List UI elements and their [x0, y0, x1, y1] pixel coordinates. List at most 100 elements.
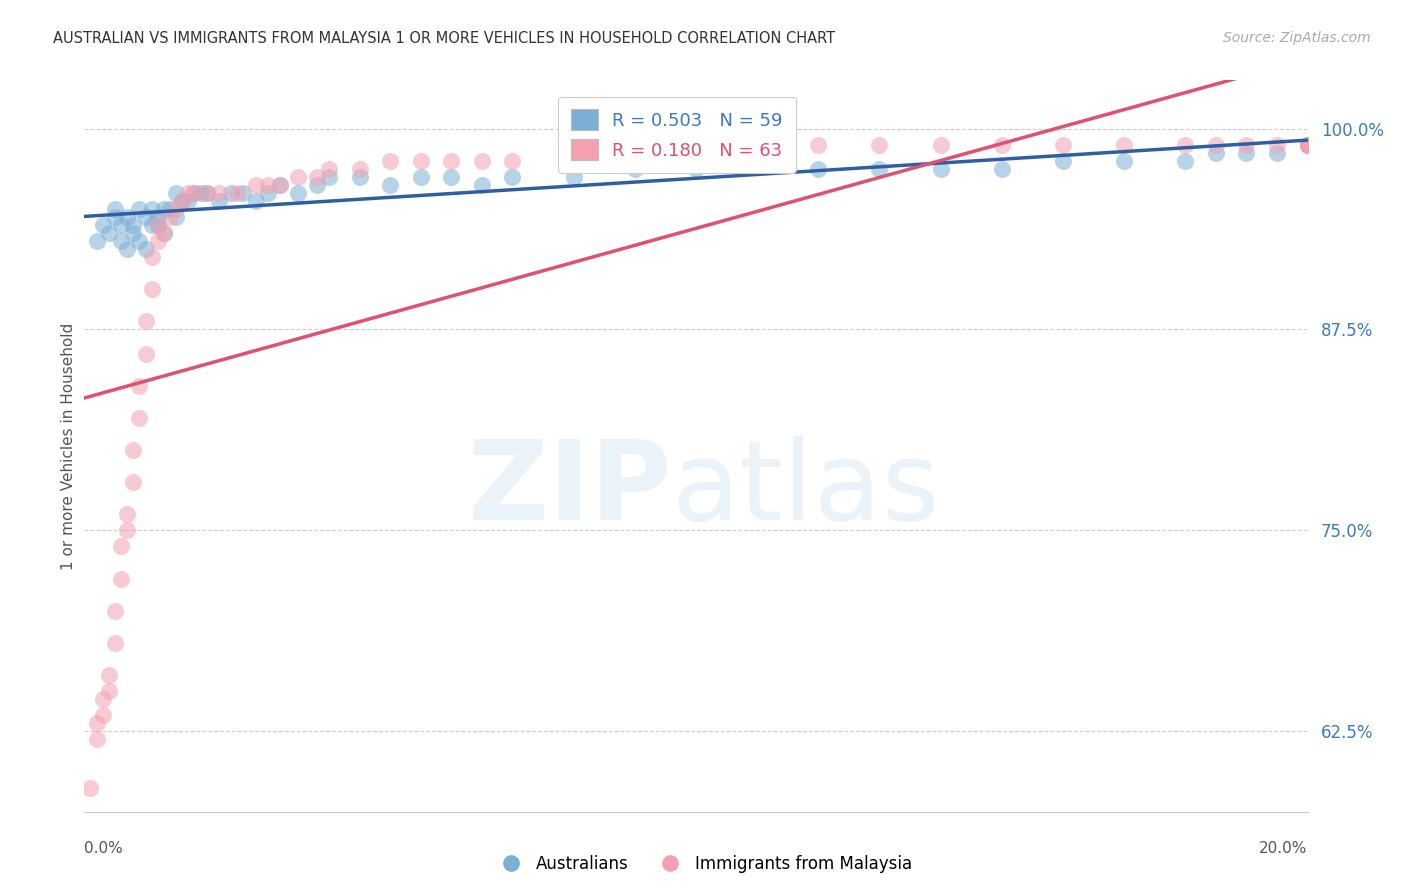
Point: [380, 178, 402, 192]
Point: [869, 161, 891, 176]
Point: [269, 178, 291, 192]
Point: [1296, 137, 1319, 152]
Point: [128, 234, 150, 248]
Point: [141, 282, 163, 296]
Text: ZIP: ZIP: [468, 436, 672, 543]
Point: [1265, 137, 1288, 152]
Point: [183, 186, 205, 200]
Point: [128, 378, 150, 392]
Point: [1236, 145, 1258, 160]
Point: [208, 186, 231, 200]
Point: [991, 161, 1014, 176]
Legend: Australians, Immigrants from Malaysia: Australians, Immigrants from Malaysia: [488, 848, 918, 880]
Point: [1114, 137, 1136, 152]
Point: [208, 194, 231, 208]
Point: [110, 234, 132, 248]
Point: [685, 145, 707, 160]
Point: [141, 250, 163, 264]
Point: [562, 145, 585, 160]
Point: [172, 194, 194, 208]
Point: [195, 186, 218, 200]
Point: [318, 169, 340, 184]
Point: [471, 153, 494, 168]
Legend: R = 0.503   N = 59, R = 0.180   N = 63: R = 0.503 N = 59, R = 0.180 N = 63: [558, 96, 796, 173]
Point: [624, 145, 647, 160]
Point: [165, 186, 187, 200]
Point: [128, 202, 150, 216]
Point: [305, 178, 328, 192]
Point: [869, 137, 891, 152]
Point: [86, 234, 108, 248]
Point: [257, 178, 280, 192]
Point: [135, 346, 157, 360]
Point: [135, 314, 157, 328]
Point: [115, 210, 138, 224]
Point: [1052, 153, 1074, 168]
Point: [1236, 137, 1258, 152]
Point: [141, 218, 163, 232]
Point: [135, 242, 157, 256]
Point: [287, 186, 309, 200]
Point: [159, 202, 181, 216]
Point: [380, 153, 402, 168]
Point: [135, 210, 157, 224]
Point: [146, 210, 169, 224]
Point: [471, 178, 494, 192]
Text: 0.0%: 0.0%: [84, 840, 124, 855]
Point: [122, 218, 145, 232]
Point: [1296, 137, 1319, 152]
Point: [349, 169, 371, 184]
Point: [502, 169, 524, 184]
Point: [97, 668, 120, 682]
Point: [440, 169, 463, 184]
Point: [1174, 137, 1197, 152]
Point: [624, 161, 647, 176]
Point: [141, 202, 163, 216]
Point: [177, 194, 200, 208]
Point: [318, 161, 340, 176]
Text: atlas: atlas: [672, 436, 941, 543]
Point: [562, 169, 585, 184]
Point: [91, 692, 114, 706]
Point: [104, 636, 127, 650]
Point: [1205, 145, 1227, 160]
Point: [86, 716, 108, 731]
Point: [1052, 137, 1074, 152]
Point: [172, 194, 194, 208]
Text: AUSTRALIAN VS IMMIGRANTS FROM MALAYSIA 1 OR MORE VEHICLES IN HOUSEHOLD CORRELATI: AUSTRALIAN VS IMMIGRANTS FROM MALAYSIA 1…: [53, 31, 835, 46]
Point: [91, 218, 114, 232]
Point: [991, 137, 1014, 152]
Point: [122, 475, 145, 490]
Point: [159, 210, 181, 224]
Point: [226, 186, 249, 200]
Point: [245, 194, 267, 208]
Point: [86, 732, 108, 747]
Point: [97, 226, 120, 240]
Text: 20.0%: 20.0%: [1260, 840, 1308, 855]
Point: [1296, 137, 1319, 152]
Point: [183, 186, 205, 200]
Point: [269, 178, 291, 192]
Point: [929, 137, 952, 152]
Point: [349, 161, 371, 176]
Point: [115, 508, 138, 522]
Point: [747, 153, 769, 168]
Point: [153, 202, 176, 216]
Y-axis label: 1 or more Vehicles in Household: 1 or more Vehicles in Household: [60, 322, 76, 570]
Point: [685, 161, 707, 176]
Point: [104, 210, 127, 224]
Point: [115, 524, 138, 538]
Point: [195, 186, 218, 200]
Point: [79, 780, 101, 795]
Point: [1296, 137, 1319, 152]
Point: [409, 169, 432, 184]
Point: [1114, 153, 1136, 168]
Point: [165, 210, 187, 224]
Point: [1205, 137, 1227, 152]
Point: [232, 186, 254, 200]
Point: [929, 161, 952, 176]
Point: [115, 242, 138, 256]
Point: [153, 226, 176, 240]
Point: [146, 218, 169, 232]
Point: [1296, 137, 1319, 152]
